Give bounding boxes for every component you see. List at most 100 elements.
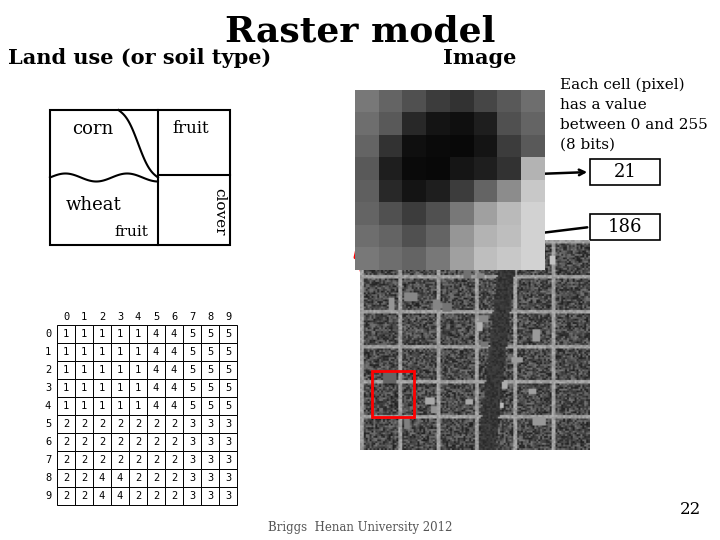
Text: 1: 1 (63, 401, 69, 411)
Text: 4: 4 (153, 401, 159, 411)
Text: 0: 0 (45, 329, 51, 339)
Text: 2: 2 (135, 473, 141, 483)
Text: 2: 2 (81, 491, 87, 501)
Bar (219, 451, 237, 469)
Text: 22: 22 (680, 502, 701, 518)
Bar (111, 397, 129, 415)
Text: 3: 3 (225, 437, 231, 447)
Bar (165, 397, 183, 415)
Bar (129, 397, 147, 415)
Bar (57, 469, 75, 487)
Text: 5: 5 (207, 329, 213, 339)
Bar (93, 343, 111, 361)
Text: 6: 6 (45, 437, 51, 447)
Bar (129, 379, 147, 397)
Bar (111, 361, 129, 379)
Text: 1: 1 (135, 383, 141, 393)
Bar (201, 487, 219, 505)
Text: 1: 1 (99, 383, 105, 393)
Bar (111, 487, 129, 505)
Text: 5: 5 (189, 329, 195, 339)
Text: 1: 1 (135, 401, 141, 411)
Text: 2: 2 (99, 437, 105, 447)
Text: 1: 1 (135, 365, 141, 375)
Bar (147, 415, 165, 433)
Bar (129, 415, 147, 433)
Bar (57, 343, 75, 361)
Bar (111, 469, 129, 487)
Text: between 0 and 255: between 0 and 255 (560, 118, 708, 132)
Bar (129, 487, 147, 505)
Bar (201, 469, 219, 487)
Text: (8 bits): (8 bits) (560, 138, 615, 152)
Bar (183, 433, 201, 451)
Bar (75, 325, 93, 343)
Bar (201, 415, 219, 433)
Text: 2: 2 (99, 455, 105, 465)
Text: 3: 3 (189, 455, 195, 465)
Text: 4: 4 (171, 401, 177, 411)
Bar (129, 433, 147, 451)
Text: 1: 1 (81, 383, 87, 393)
Text: 4: 4 (171, 365, 177, 375)
Text: clover: clover (212, 187, 226, 235)
Bar (111, 343, 129, 361)
Bar (183, 361, 201, 379)
Bar (75, 433, 93, 451)
Text: 3: 3 (117, 312, 123, 322)
Bar (57, 325, 75, 343)
Text: 2: 2 (135, 455, 141, 465)
Bar (183, 487, 201, 505)
Bar (111, 433, 129, 451)
Text: 4: 4 (171, 329, 177, 339)
Text: 1: 1 (63, 365, 69, 375)
Bar (183, 397, 201, 415)
Bar (219, 379, 237, 397)
Text: fruit: fruit (114, 225, 148, 239)
Text: 2: 2 (153, 491, 159, 501)
Bar (219, 415, 237, 433)
Text: 1: 1 (63, 347, 69, 357)
Text: 5: 5 (207, 347, 213, 357)
Text: 2: 2 (81, 455, 87, 465)
Bar (219, 469, 237, 487)
Bar (57, 487, 75, 505)
Text: 2: 2 (99, 312, 105, 322)
Text: 2: 2 (63, 491, 69, 501)
Bar (111, 379, 129, 397)
Bar (57, 379, 75, 397)
Text: 5: 5 (207, 401, 213, 411)
Text: 1: 1 (81, 329, 87, 339)
Bar (129, 361, 147, 379)
Text: 2: 2 (135, 419, 141, 429)
Bar (201, 343, 219, 361)
Bar (219, 397, 237, 415)
Text: 186: 186 (608, 218, 642, 236)
Bar (183, 415, 201, 433)
Bar (183, 451, 201, 469)
Text: 4: 4 (117, 491, 123, 501)
Text: 1: 1 (99, 329, 105, 339)
Bar (201, 397, 219, 415)
Text: 1: 1 (81, 365, 87, 375)
Bar (75, 487, 93, 505)
Text: 2: 2 (81, 419, 87, 429)
Bar (590, 214, 660, 240)
Text: 5: 5 (189, 401, 195, 411)
Text: 5: 5 (225, 365, 231, 375)
Text: 1: 1 (63, 383, 69, 393)
Text: 2: 2 (171, 491, 177, 501)
Bar (201, 433, 219, 451)
Text: corn: corn (73, 120, 114, 138)
Bar (201, 361, 219, 379)
Text: Each cell (pixel): Each cell (pixel) (560, 78, 685, 92)
Bar (201, 451, 219, 469)
Bar (165, 343, 183, 361)
Text: fruit: fruit (172, 120, 209, 137)
Bar (372, 371, 414, 417)
Text: 2: 2 (45, 365, 51, 375)
Text: 8: 8 (45, 473, 51, 483)
Text: 1: 1 (117, 347, 123, 357)
Text: 1: 1 (81, 312, 87, 322)
Text: 4: 4 (171, 347, 177, 357)
